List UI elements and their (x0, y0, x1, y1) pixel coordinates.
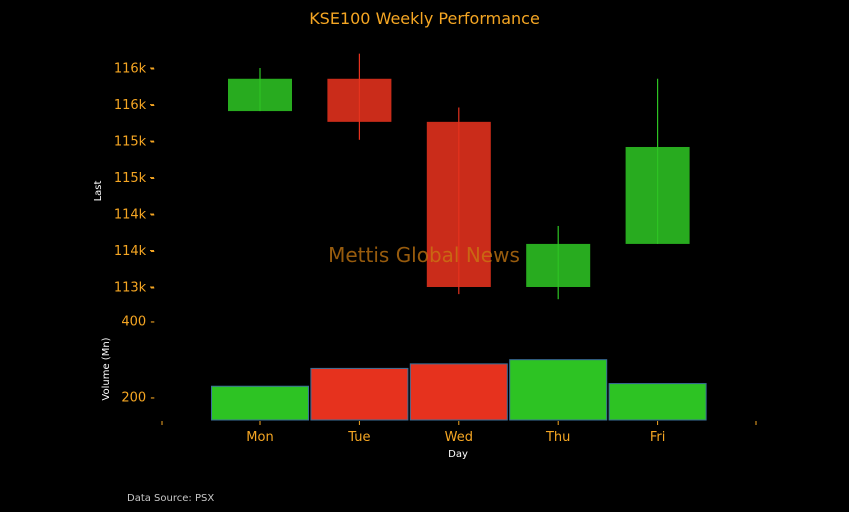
x-axis: Mon Tue Wed Thu Fri (161, 421, 757, 445)
data-source-note: Data Source: PSX (127, 493, 214, 504)
price-y-tick-label: 116k - (114, 62, 155, 77)
price-y-tick-label: 114k - (114, 244, 155, 259)
candle-body-tue (327, 78, 392, 122)
volume-bar-wed (409, 363, 508, 421)
x-axis-label: Day (448, 449, 468, 460)
x-tick-label-wed: Wed (445, 430, 473, 445)
volume-bar-mon (211, 385, 309, 421)
candle-body-fri (625, 146, 690, 244)
x-tick-label-fri: Fri (650, 430, 666, 445)
chart-title: KSE100 Weekly Performance (309, 9, 540, 28)
volume-bar-tue (310, 367, 409, 421)
x-tick-label-thu: Thu (545, 430, 570, 445)
price-y-tick-label: 115k - (114, 135, 155, 150)
watermark: Mettis Global News (328, 243, 520, 267)
price-y-tick-label: 115k - (114, 171, 155, 186)
price-y-tick-label: 114k - (114, 208, 155, 223)
volume-y-tick-label: 200 - (121, 390, 155, 405)
volume-y-tick-label: 400 - (121, 315, 155, 330)
candle-body-wed (426, 121, 491, 287)
volume-bar-series (211, 359, 707, 421)
candlestick-series (228, 53, 690, 300)
x-tick-label-tue: Tue (347, 430, 370, 445)
price-y-axis-label: Last (93, 181, 104, 202)
volume-bar-thu (509, 359, 608, 421)
volume-bar-fri (608, 383, 707, 421)
price-y-axis: 113k - 114k - 114k - 115k - 115k - 116k - 116k… (114, 62, 155, 296)
volume-y-axis-label: Volume (Mn) (101, 337, 112, 400)
candle-body-mon (228, 78, 292, 112)
x-tick-label-mon: Mon (246, 430, 273, 445)
price-y-tick-label: 116k - (114, 98, 155, 113)
volume-y-axis: 200 - 400 - (121, 315, 155, 406)
candle-body-thu (526, 243, 591, 287)
price-y-tick-label: 113k - (114, 281, 155, 296)
